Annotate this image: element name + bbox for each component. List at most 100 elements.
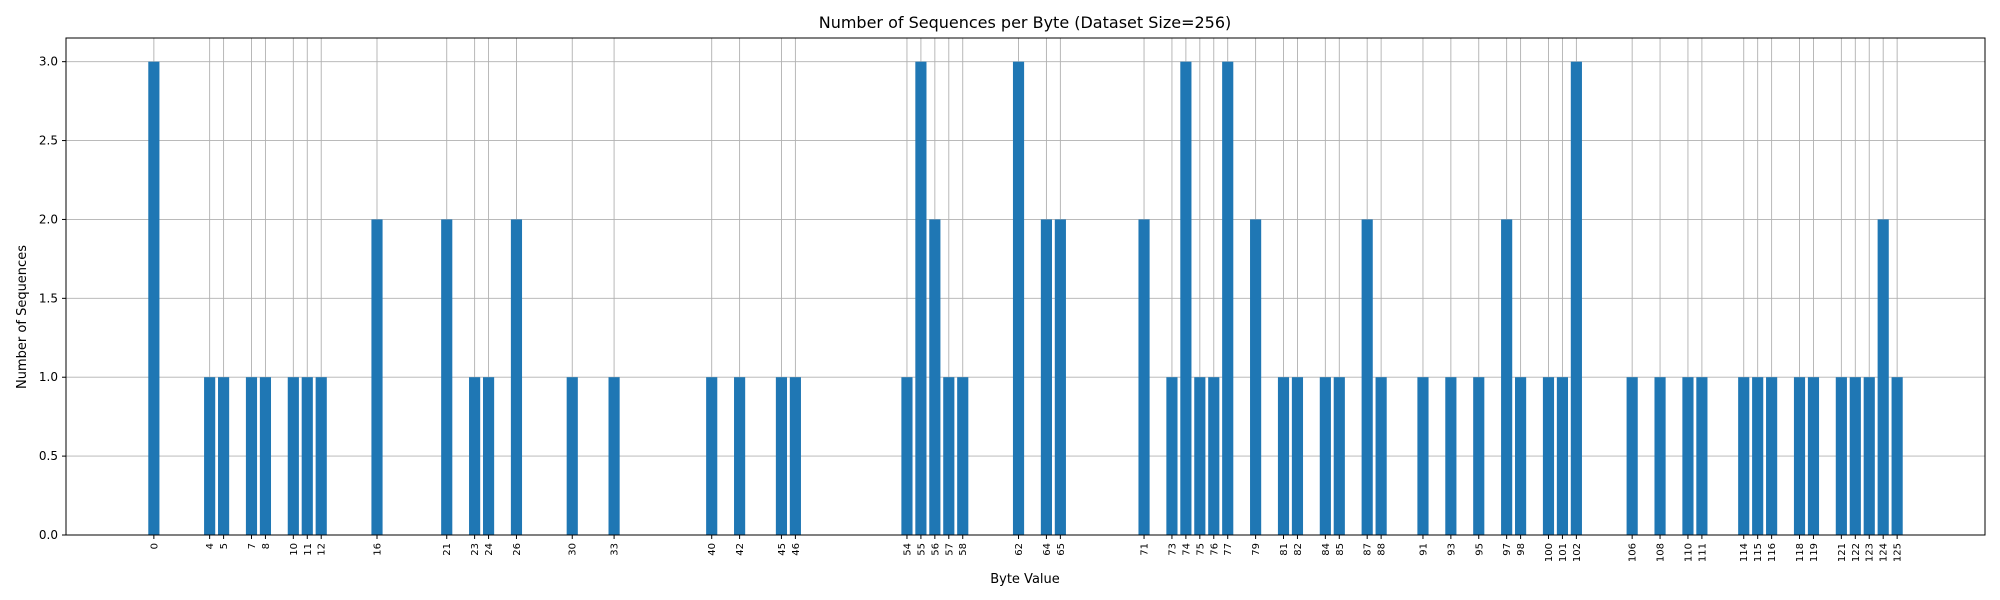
bar-byte-21 [441,219,453,535]
y-axis-ticks: 0.0 0.5 1.0 1.5 2.0 2.5 3.0 [39,55,66,542]
bar-byte-12 [315,377,327,535]
bar-byte-95 [1473,377,1485,535]
x-tick-label: 0 [149,543,160,549]
x-tick-label: 111 [1697,543,1708,562]
bar-byte-10 [287,377,299,535]
x-tick-label: 33 [610,543,621,556]
bar-byte-76 [1208,377,1220,535]
bar-byte-97 [1501,219,1513,535]
bar-byte-42 [734,377,746,535]
y-tick-label: 2.0 [39,212,58,226]
x-tick-label: 74 [1181,543,1192,556]
x-tick-label: 21 [442,543,453,556]
bar-byte-40 [706,377,718,535]
x-tick-label: 79 [1251,543,1262,556]
bar-byte-85 [1333,377,1345,535]
bar-byte-111 [1696,377,1708,535]
x-tick-label: 119 [1809,543,1820,562]
x-tick-label: 85 [1335,543,1346,556]
bar-byte-124 [1877,219,1889,535]
y-tick-label: 2.5 [39,134,58,148]
x-tick-label: 115 [1753,543,1764,562]
bar-byte-73 [1166,377,1178,535]
x-tick-label: 114 [1739,543,1750,562]
x-tick-label: 88 [1377,543,1388,556]
bar-byte-11 [301,377,313,535]
x-tick-label: 100 [1544,543,1555,562]
x-tick-label: 97 [1502,543,1513,556]
bar-byte-54 [901,377,913,535]
bar-byte-8 [259,377,272,535]
x-tick-label: 87 [1363,543,1374,556]
x-tick-label: 58 [958,543,969,556]
bar-byte-62 [1012,61,1025,536]
bar-byte-121 [1835,377,1847,535]
x-tick-label: 16 [373,543,384,556]
bar-byte-116 [1766,377,1778,535]
x-tick-label: 45 [777,543,788,556]
x-tick-label: 106 [1628,543,1639,562]
bar-byte-5 [218,377,230,535]
bar-byte-24 [482,377,495,535]
y-tick-label: 3.0 [39,55,58,69]
x-tick-label: 54 [902,543,913,556]
x-tick-label: 7 [247,543,258,549]
x-tick-label: 64 [1042,543,1053,556]
x-tick-label: 23 [470,543,481,556]
y-tick-label: 0.0 [39,528,58,542]
plot-frame [65,37,1986,536]
bar-byte-45 [775,377,788,535]
bar-byte-65 [1054,219,1066,535]
x-tick-label: 56 [930,543,941,556]
bar-byte-71 [1138,219,1150,535]
x-tick-label: 11 [303,543,314,556]
bar-byte-98 [1515,377,1527,535]
x-tick-label: 75 [1195,543,1206,556]
bar-byte-56 [929,219,941,535]
x-tick-label: 26 [512,543,523,556]
y-axis-label: Number of Sequences [15,245,30,389]
x-tick-label: 124 [1879,543,1890,562]
x-tick-label: 73 [1167,543,1178,556]
bar-byte-93 [1445,377,1457,535]
bar-byte-75 [1194,377,1206,535]
bar-byte-84 [1319,377,1331,535]
x-tick-label: 77 [1223,543,1234,556]
x-tick-label: 123 [1865,543,1876,562]
x-tick-label: 81 [1279,543,1290,556]
x-tick-label: 84 [1321,543,1332,556]
bar-byte-0 [148,61,160,536]
bar-byte-115 [1752,377,1764,535]
bar-byte-33 [608,377,620,535]
x-tick-label: 42 [735,543,746,556]
x-tick-label: 118 [1795,543,1806,562]
x-tick-label: 95 [1474,543,1485,556]
bar-byte-16 [371,219,383,535]
x-tick-label: 101 [1558,543,1569,562]
bar-byte-4 [204,377,216,535]
x-tick-label: 8 [261,543,272,549]
y-tick-label: 0.5 [39,449,58,463]
bar-byte-77 [1222,61,1234,536]
x-tick-label: 116 [1767,543,1778,562]
bar-byte-58 [957,377,969,535]
bar-byte-106 [1626,377,1638,535]
x-tick-label: 46 [791,543,802,556]
bar-byte-57 [943,377,955,535]
x-tick-label: 102 [1572,543,1583,562]
bars [148,61,1903,536]
bar-byte-101 [1556,377,1569,535]
x-tick-label: 76 [1209,543,1220,556]
x-tick-label: 57 [944,543,955,556]
bar-byte-30 [566,377,578,535]
x-tick-label: 24 [484,543,495,556]
y-tick-label: 1.0 [39,370,58,384]
x-tick-label: 93 [1446,543,1457,556]
bar-byte-88 [1375,377,1387,535]
x-tick-label: 110 [1683,543,1694,562]
bar-byte-110 [1682,377,1694,535]
bar-byte-55 [915,61,927,536]
x-tick-label: 121 [1837,543,1848,562]
bar-byte-114 [1738,377,1750,535]
